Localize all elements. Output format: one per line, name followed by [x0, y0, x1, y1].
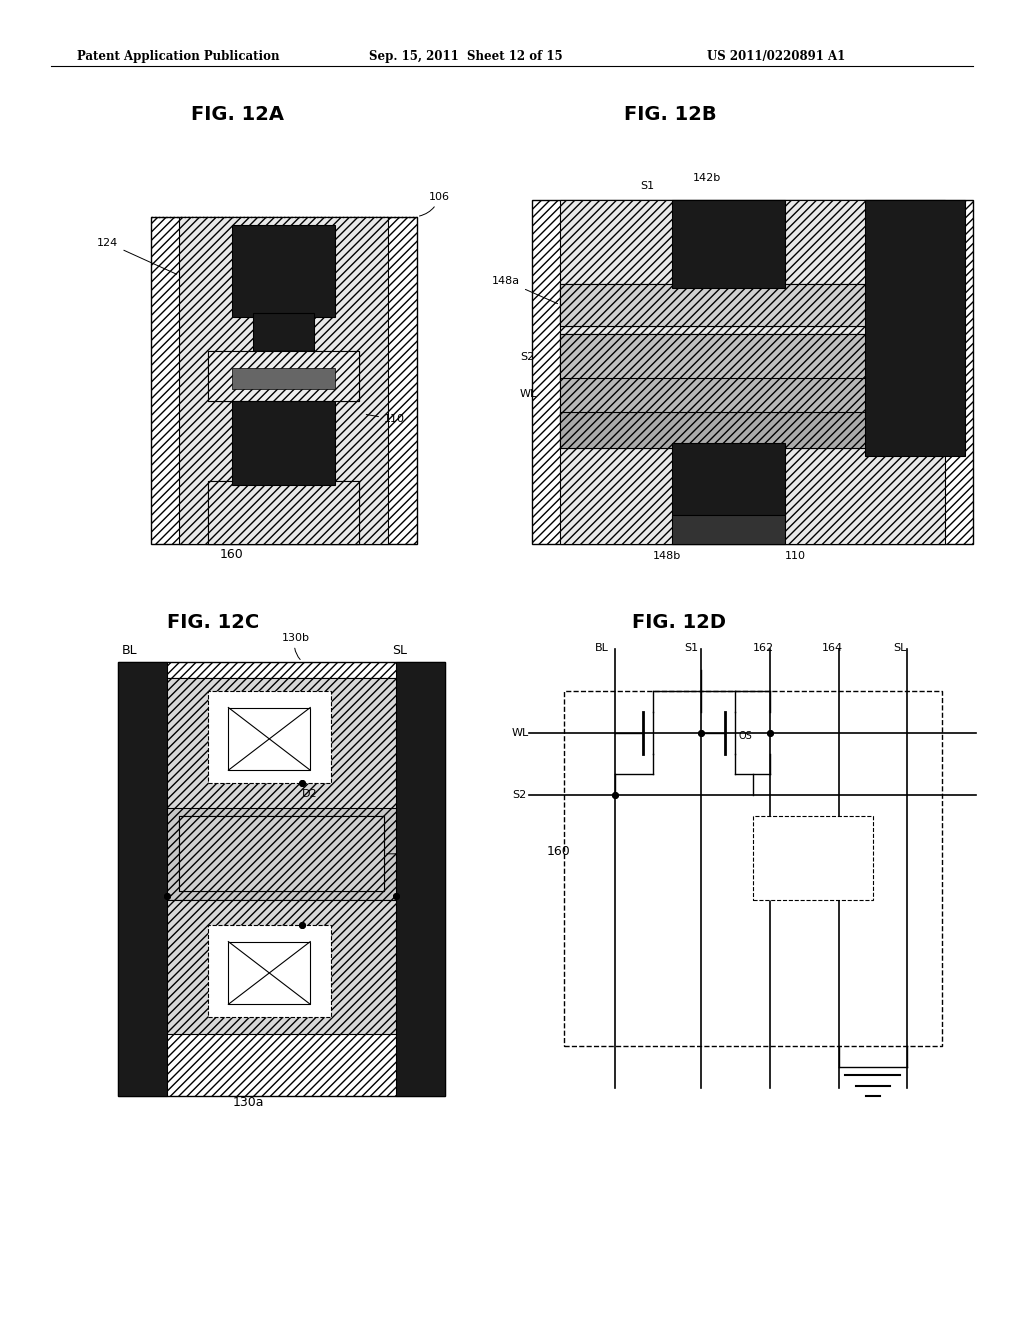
Bar	[208, 690, 331, 783]
Text: US 2011/0220891 A1: US 2011/0220891 A1	[707, 50, 845, 63]
Text: D1: D1	[302, 986, 317, 995]
Text: 142b: 142b	[692, 173, 721, 183]
Bar	[228, 708, 310, 771]
Text: 162: 162	[867, 238, 934, 286]
Text: 148b: 148b	[652, 550, 681, 561]
Text: WL: WL	[512, 727, 529, 738]
Text: S1: S1	[640, 181, 654, 191]
Text: 162: 162	[753, 643, 774, 653]
Text: FIG. 12B: FIG. 12B	[625, 106, 717, 124]
Text: S2: S2	[512, 791, 526, 800]
Text: 130a: 130a	[232, 1096, 264, 1109]
Bar	[179, 816, 384, 891]
Bar	[228, 941, 310, 1005]
Text: FIG. 12C: FIG. 12C	[167, 614, 259, 632]
Text: 142a: 142a	[933, 389, 962, 400]
Text: S2: S2	[520, 351, 535, 362]
Bar	[208, 925, 331, 1016]
Text: 160: 160	[220, 548, 244, 561]
Text: 110: 110	[367, 414, 406, 425]
Bar	[253, 313, 314, 351]
Text: 164: 164	[821, 643, 843, 653]
Bar	[560, 334, 945, 380]
Text: D2: D2	[302, 789, 317, 800]
Bar	[118, 661, 167, 1096]
Bar	[560, 334, 945, 380]
Bar	[179, 216, 388, 544]
Bar	[560, 284, 945, 326]
Text: SL: SL	[894, 643, 907, 653]
Bar	[560, 284, 945, 326]
Bar	[673, 515, 784, 544]
Bar	[159, 900, 404, 1034]
Text: 124: 124	[97, 238, 177, 275]
Bar	[151, 216, 417, 544]
Bar	[159, 678, 404, 816]
Bar	[159, 678, 404, 816]
Text: BL: BL	[122, 644, 137, 657]
Bar	[232, 224, 335, 317]
Bar	[865, 199, 966, 455]
Text: 110: 110	[387, 849, 438, 859]
Bar	[560, 379, 945, 414]
Text: FG: FG	[773, 857, 787, 866]
Text: 110: 110	[784, 550, 806, 561]
Bar	[673, 444, 784, 519]
Text: 130b: 130b	[282, 632, 309, 660]
Bar	[159, 808, 404, 900]
Bar	[560, 412, 945, 447]
Bar	[118, 661, 445, 1096]
Text: FIG. 12A: FIG. 12A	[191, 106, 285, 124]
Bar	[560, 412, 945, 447]
Bar	[673, 199, 784, 288]
Bar	[532, 199, 973, 544]
Text: 148a: 148a	[492, 276, 558, 304]
Bar	[753, 816, 872, 900]
Text: BL: BL	[595, 643, 608, 653]
Text: C2: C2	[396, 894, 412, 904]
Text: C1: C1	[138, 894, 153, 904]
Bar	[179, 816, 384, 891]
Bar	[396, 661, 445, 1096]
Text: Patent Application Publication: Patent Application Publication	[77, 50, 280, 63]
Text: WL: WL	[520, 389, 538, 400]
Bar	[232, 368, 335, 389]
Text: 164: 164	[933, 446, 954, 455]
Text: OS: OS	[739, 731, 753, 741]
Bar	[208, 482, 359, 544]
Bar	[232, 401, 335, 486]
Text: SL: SL	[392, 644, 408, 657]
Text: Sep. 15, 2011  Sheet 12 of 15: Sep. 15, 2011 Sheet 12 of 15	[369, 50, 562, 63]
Text: S1: S1	[684, 643, 698, 653]
Text: 160: 160	[547, 845, 570, 858]
Bar	[208, 351, 359, 401]
Bar	[208, 482, 359, 544]
Text: 144: 144	[933, 350, 954, 359]
Text: FIG. 12D: FIG. 12D	[632, 614, 726, 632]
Bar	[560, 199, 945, 544]
Bar	[563, 690, 942, 1045]
Bar	[208, 351, 359, 401]
Text: 106: 106	[420, 191, 451, 216]
